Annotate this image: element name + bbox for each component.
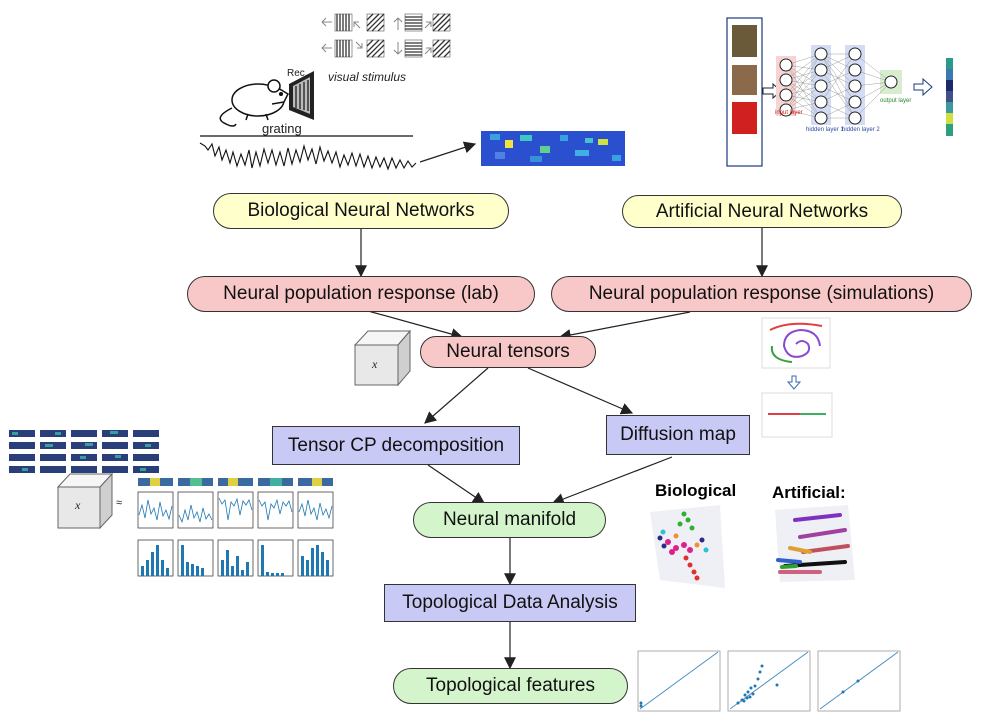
arrow-sim-to-tensors [558,311,691,341]
approx-symbol: ≈ [116,497,123,509]
input-layer-label: input layer [775,110,803,116]
node-tensor-cp-decomposition: Tensor CP decomposition [272,426,520,465]
node-biological-neural-networks: Biological Neural Networks [213,193,509,229]
visual-stimulus-label: visual stimulus [328,70,407,84]
arrow-tensors-to-diffusion [527,367,634,415]
node-topological-features: Topological features [393,668,628,704]
hidden-layer-2-label: hidden layer 2 [842,127,880,133]
node-topological-data-analysis: Topological Data Analysis [384,584,636,622]
node-neural-tensors: Neural tensors [420,336,596,368]
node-neural-population-response-simulations: Neural population response (simulations) [551,276,972,312]
tensor-symbol: x [75,498,81,512]
grating-label: grating [262,121,302,136]
output-layer-label: output layer [880,98,912,104]
arrow-trace-to-heatmap [419,141,477,163]
arrow-diffusion-to-manifold [551,456,673,505]
node-neural-manifold: Neural manifold [413,502,606,538]
node-diffusion-map: Diffusion map [606,415,750,455]
arrow-tensors-to-cp [424,367,489,424]
hidden-layer-1-label: hidden layer 1 [806,127,844,133]
tensor-symbol: x [372,357,378,371]
arrow-lab-to-tensors [360,308,464,340]
artificial-label: Artificial: [772,483,846,502]
biological-label: Biological [655,481,737,500]
node-neural-population-response-lab: Neural population response (lab) [187,276,535,312]
node-artificial-neural-networks: Artificial Neural Networks [622,195,902,228]
rec-label: Rec. [287,68,308,79]
arrow-cp-to-manifold [427,464,485,504]
